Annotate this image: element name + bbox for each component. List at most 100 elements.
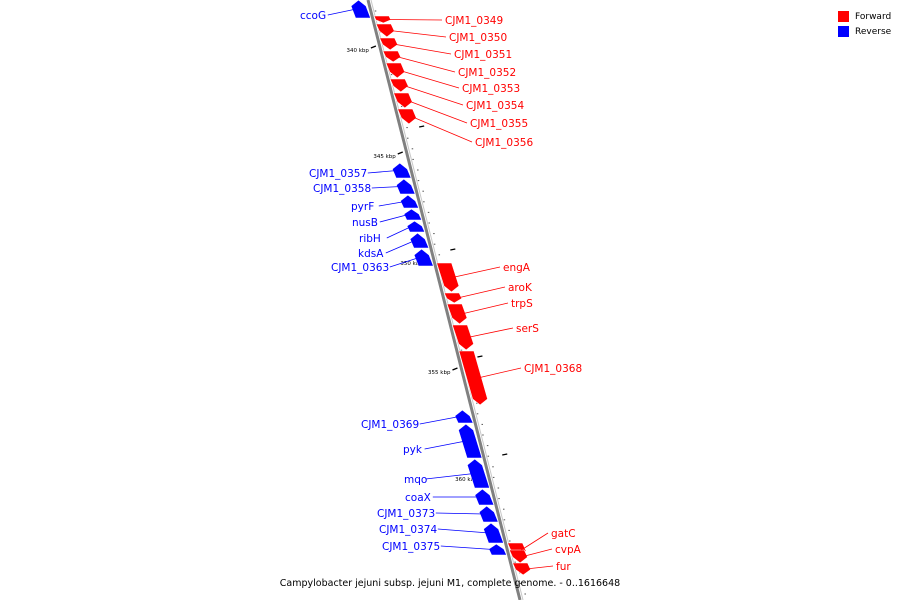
gene-arrow-cjm1-0363[interactable] [413,248,434,267]
leader-line-cjm1-0350 [389,30,447,38]
gene-arrow-cjm1-0368[interactable] [458,350,488,406]
gene-label-arok[interactable]: aroK [508,282,533,294]
tick-label: 345 kbp [373,154,396,160]
gene-arrow-pyk[interactable] [458,423,483,459]
gene-label-cjm1-0354[interactable]: CJM1_0354 [466,100,524,112]
leader-line-cjm1-0363 [389,257,420,268]
leader-line-cjm1-0358 [371,186,402,189]
gene-arrow-cjm1-0369[interactable] [454,409,474,424]
label-leader-lines [327,8,554,570]
gene-arrow-coax[interactable] [474,488,495,506]
gene-label-kdsa[interactable]: kdsA [358,248,384,260]
gene-label-cvpa[interactable]: cvpA [555,544,582,556]
leader-line-mqo [425,473,474,480]
major-tick [397,151,404,155]
gene-arrow-cjm1-0351[interactable] [379,37,399,51]
gene-label-pyk[interactable]: pyk [403,444,423,456]
major-tick [477,355,483,358]
gene-arrow-cjm1-0356[interactable] [397,108,417,125]
gene-label-enga[interactable]: engA [503,262,531,274]
leader-line-ccog [327,8,357,16]
gene-arrow-cjm1-0357[interactable] [391,162,412,179]
gene-label-cjm1-0351[interactable]: CJM1_0351 [454,49,512,61]
gene-arrow-cjm1-0349[interactable] [373,15,392,24]
legend-reverse: Reverse [838,24,898,39]
gene-arrow-cjm1-0374[interactable] [483,522,504,544]
gene-label-cjm1-0356[interactable]: CJM1_0356 [475,137,533,149]
gene-label-sers[interactable]: serS [516,323,539,335]
leader-line-pyrf [378,201,406,207]
gene-arrow-arok[interactable] [443,292,463,304]
gene-label-cjm1-0369[interactable]: CJM1_0369 [361,419,419,431]
gene-label-cjm1-0358[interactable]: CJM1_0358 [313,183,371,195]
gene-arrow-ccog[interactable] [350,0,371,19]
gene-label-gatc[interactable]: gatC [551,528,576,540]
gene-label-cjm1-0363[interactable]: CJM1_0363 [331,262,389,274]
gene-label-cjm1-0355[interactable]: CJM1_0355 [470,118,528,130]
leader-line-pyk [424,440,466,450]
gene-arrow-pyrf[interactable] [400,194,420,209]
gene-arrow-trps[interactable] [446,303,468,325]
gene-label-ccog[interactable]: ccoG [300,10,326,22]
tick-label: 350 kbp [400,261,423,267]
leader-line-cjm1-0349 [386,19,443,21]
gene-label-trps[interactable]: trpS [511,298,533,310]
genome-backbone [366,0,522,600]
gene-arrow-mqo[interactable] [466,458,491,489]
leader-line-ribh [386,226,412,239]
gene-label-cjm1-0375[interactable]: CJM1_0375 [382,541,440,553]
tick-label: 360 kbp [455,477,478,483]
gene-arrow-sers[interactable] [451,324,475,351]
gene-arrow-cjm1-0373[interactable] [478,505,499,523]
gene-label-cjm1-0374[interactable]: CJM1_0374 [379,524,437,536]
gene-arrow-cjm1-0350[interactable] [375,23,395,38]
gene-label-coax[interactable]: coaX [405,492,431,504]
gene-arrow-nusb[interactable] [403,208,423,221]
forward-swatch [838,11,849,22]
gene-label-cjm1-0353[interactable]: CJM1_0353 [462,83,520,95]
genome-caption: Campylobacter jejuni subsp. jejuni M1, c… [279,578,621,589]
legend-reverse-label: Reverse [855,26,892,37]
gene-arrow-ribh[interactable] [406,220,426,233]
gene-label-cjm1-0368[interactable]: CJM1_0368 [524,363,582,375]
gene-arrow-kdsa[interactable] [409,232,430,249]
gene-arrow-cjm1-0355[interactable] [393,92,413,109]
gene-label-cjm1-0349[interactable]: CJM1_0349 [445,15,503,27]
leader-line-cjm1-0368 [477,367,522,379]
gene-label-cjm1-0373[interactable]: CJM1_0373 [377,508,435,520]
gene-arrow-cvpa[interactable] [508,549,528,564]
legend-forward-label: Forward [855,11,892,22]
leader-line-arok [457,286,506,299]
leader-line-kdsa [385,240,416,254]
gene-arrow-fur[interactable] [512,562,532,576]
gene-label-mqo[interactable]: mqo [404,474,427,486]
leader-line-cvpa [522,548,553,557]
gene-arrow-cjm1-0375[interactable] [488,543,508,556]
gene-label-cjm1-0357[interactable]: CJM1_0357 [309,168,367,180]
gene-label-cjm1-0352[interactable]: CJM1_0352 [458,67,516,79]
gene-arrow-enga[interactable] [436,262,460,293]
leader-line-cjm1-0373 [435,512,485,515]
gene-arrow-cjm1-0358[interactable] [395,178,416,195]
gene-arrow-cjm1-0354[interactable] [389,78,409,93]
gene-label-cjm1-0350[interactable]: CJM1_0350 [449,32,507,44]
major-tick [370,45,377,49]
gene-arrow-cjm1-0352[interactable] [382,50,402,63]
leader-line-cjm1-0352 [396,56,456,73]
leader-line-cjm1-0357 [367,170,398,174]
leader-line-cjm1-0375 [440,545,494,550]
major-tick [419,125,425,128]
gene-label-nusb[interactable]: nusB [352,217,378,229]
gene-arrow-cjm1-0353[interactable] [385,62,406,79]
leader-line-cjm1-0351 [393,43,452,55]
leader-line-trps [461,302,509,315]
major-tick [450,248,456,251]
leader-line-cjm1-0374 [437,528,490,534]
leader-line-enga [452,266,501,278]
gene-features [350,0,532,576]
gene-label-pyrf[interactable]: pyrF [351,201,374,213]
major-tick [502,453,508,456]
gene-label-ribh[interactable]: ribH [359,233,381,245]
gene-label-fur[interactable]: fur [556,561,571,573]
